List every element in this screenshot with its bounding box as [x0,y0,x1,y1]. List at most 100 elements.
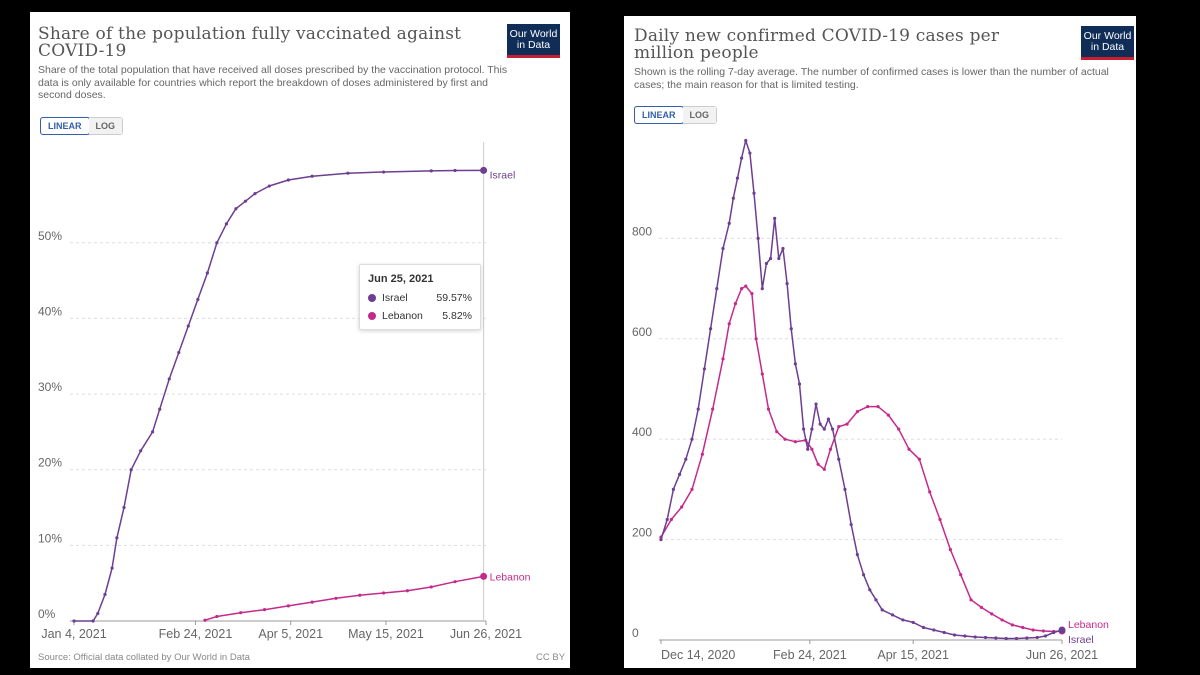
data-point-israel [731,196,735,200]
data-point-lebanon [750,292,754,296]
data-point-israel [310,174,314,178]
data-point-lebanon [727,322,731,326]
x-tick-label: May 15, 2021 [348,627,424,641]
our-world-in-data-logo[interactable]: Our World in Data [507,24,560,58]
y-tick-label: 20% [38,456,62,470]
hover-tooltip: Jun 25, 2021 Israel 59.57% Lebanon 5.82% [359,264,481,330]
series-end-marker-lebanon [480,572,488,580]
data-point-israel [880,608,884,612]
data-point-israel [797,382,802,386]
our-world-in-data-logo[interactable]: Our World in Data [1081,26,1134,60]
data-point-lebanon [215,614,219,619]
data-point-lebanon [381,591,386,595]
data-point-lebanon [938,517,942,522]
data-point-israel [849,522,853,527]
data-point-israel [267,184,271,188]
cases-plot[interactable]: 0 200 400 600 800 Dec 14, 2020 Feb 24, 2021 Apr… [624,16,1136,668]
data-point-lebanon [793,440,797,444]
data-point-lebanon [286,604,290,608]
data-point-israel [346,171,350,175]
data-point-lebanon [669,517,673,522]
data-point-lebanon [775,430,779,434]
data-point-israel [1052,630,1056,635]
data-point-israel [690,437,694,441]
data-point-lebanon [262,608,267,612]
data-point-lebanon [990,612,994,616]
data-point-israel [785,281,789,286]
data-point-lebanon [866,404,870,409]
x-tick-label: Feb 24, 2021 [773,648,847,662]
series-label-israel: Israel [490,169,516,181]
data-point-lebanon [1031,628,1035,632]
data-point-lebanon [358,593,362,597]
data-point-israel [826,417,831,421]
data-point-israel [806,447,810,451]
x-tick-label: Feb 24, 2021 [159,627,233,641]
data-point-israel [286,178,290,182]
data-point-israel [802,427,806,431]
data-point-israel [760,287,764,291]
data-point-israel [167,377,171,381]
data-point-lebanon [721,357,725,361]
cases-chart-panel: Daily new confirmed COVID-19 cases per m… [624,16,1136,668]
series-line-israel [660,139,1063,640]
data-point-israel [983,635,988,640]
log-scale-button[interactable]: LOG [88,118,122,134]
data-point-israel [381,170,386,174]
data-point-israel [973,635,977,639]
chart-title: Share of the population fully vaccinated… [38,24,462,61]
data-point-israel [243,199,248,203]
y-tick-label: 800 [632,224,652,238]
license-note[interactable]: CC BY [536,652,566,663]
data-point-lebanon [1010,623,1014,627]
data-point-israel [709,327,713,331]
data-point-lebanon [959,573,963,577]
data-point-israel [678,472,682,476]
data-point-israel [837,457,841,461]
tooltip-row-israel: Israel 59.57% [368,292,472,306]
data-point-israel [740,156,744,160]
data-point-israel [748,151,752,155]
data-point-lebanon [886,413,890,417]
series-line-israel [74,169,484,622]
data-point-lebanon [744,284,748,288]
y-tick-label: 600 [632,325,652,339]
series-end-marker-israel [480,166,488,174]
scale-toggle: LINEAR LOG [40,117,123,135]
x-tick-label: Jan 4, 2021 [41,627,106,641]
data-point-lebanon [897,427,901,431]
series-line-lebanon [660,285,1063,633]
y-tick-label: 40% [38,304,62,318]
data-point-israel [122,505,126,510]
data-point-lebanon [876,404,880,409]
data-point-israel [793,362,797,366]
data-point-lebanon [816,462,820,466]
source-note[interactable]: Source: Official data collated by Our Wo… [38,652,250,663]
data-point-israel [861,573,866,577]
data-point-israel [429,169,433,173]
data-point-israel [721,246,725,251]
x-tick-label: Apr 15, 2021 [877,648,949,662]
y-tick-label: 30% [38,380,62,394]
data-point-israel [684,457,688,461]
scale-toggle: LINEAR LOG [634,106,717,124]
data-point-lebanon [845,422,849,426]
data-point-israel [921,625,926,630]
data-point-lebanon [453,580,457,584]
vaccination-plot[interactable]: 0% 10% 20% 30% 40% 50% Jan 4, 2021 Feb 24, 2021… [30,12,570,668]
data-point-israel [205,271,209,275]
log-scale-button[interactable]: LOG [682,107,716,123]
data-point-israel [696,407,700,411]
data-point-lebanon [917,457,921,461]
data-point-israel [773,216,777,220]
series-label-lebanon: Lebanon [1068,619,1109,631]
data-point-israel [735,176,740,180]
data-point-lebanon [1021,625,1025,630]
data-point-israel [843,487,847,491]
series-label-israel: Israel [1068,634,1094,646]
data-point-israel [963,634,967,638]
data-point-israel [764,261,769,266]
data-point-lebanon [948,548,952,552]
data-point-israel [952,633,957,637]
data-point-lebanon [1000,618,1004,622]
